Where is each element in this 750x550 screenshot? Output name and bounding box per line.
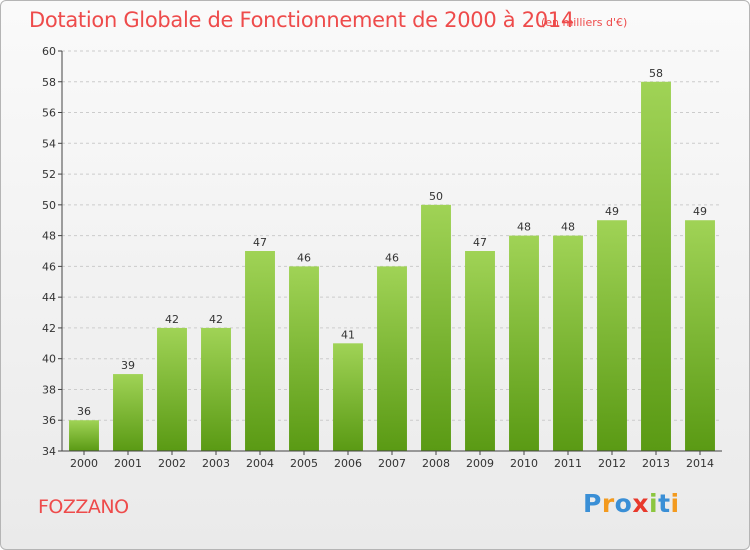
logo-letter: P — [583, 489, 602, 518]
bar-2008 — [421, 204, 451, 451]
y-tick-label: 34 — [42, 445, 56, 458]
y-tick-label: 60 — [42, 45, 56, 58]
data-label-2012: 49 — [605, 205, 619, 218]
y-tick-label: 44 — [42, 291, 56, 304]
data-label-2004: 47 — [253, 236, 267, 249]
axes: 34 36 38 40 42 44 46 48 50 52 54 56 58 60 2000 2001 2002… — [42, 45, 722, 470]
bar-2010 — [509, 235, 539, 451]
bar-2012 — [597, 220, 627, 451]
x-tick-label-2002: 2002 — [158, 457, 186, 470]
data-label-2005: 46 — [297, 251, 311, 264]
logo-letter: t — [658, 489, 671, 518]
logo-letter: i — [649, 489, 659, 518]
data-label-2014: 49 — [693, 205, 707, 218]
chart-unit-note: (en milliers d'€) — [541, 16, 628, 29]
bar-2005 — [289, 266, 319, 451]
x-tick-label-2010: 2010 — [510, 457, 538, 470]
x-tick-label-2013: 2013 — [642, 457, 670, 470]
bar-2003 — [201, 327, 231, 451]
bar-2001 — [113, 374, 143, 451]
bar-2007 — [377, 266, 407, 451]
bar-2014 — [685, 220, 715, 451]
data-label-2000: 36 — [77, 405, 91, 418]
y-tick-label: 58 — [42, 76, 56, 89]
bar-2004 — [245, 251, 275, 451]
bar-2002 — [157, 327, 187, 451]
logo-letter: x — [632, 489, 649, 518]
x-tick-label-2005: 2005 — [290, 457, 318, 470]
y-tick-label: 46 — [42, 260, 56, 273]
bar-2009 — [465, 251, 495, 451]
y-tick-label: 38 — [42, 383, 56, 396]
data-label-2001: 39 — [121, 359, 135, 372]
x-tick-label-2000: 2000 — [70, 457, 98, 470]
y-tick-label: 52 — [42, 168, 56, 181]
x-tick-label-2007: 2007 — [378, 457, 406, 470]
bar-2006 — [333, 343, 363, 451]
y-tick-label: 56 — [42, 107, 56, 120]
bar-2000 — [69, 420, 99, 451]
x-tick-label-2014: 2014 — [686, 457, 714, 470]
x-tick-label-2009: 2009 — [466, 457, 494, 470]
y-tick-label: 48 — [42, 230, 56, 243]
data-labels: 36 39 42 42 47 46 41 46 50 47 48 48 49 58 49 — [77, 67, 707, 418]
bars — [69, 81, 715, 452]
x-tick-label-2008: 2008 — [422, 457, 450, 470]
x-tick-label-2006: 2006 — [334, 457, 362, 470]
x-tick-label-2004: 2004 — [246, 457, 274, 470]
data-label-2007: 46 — [385, 251, 399, 264]
y-tick-label: 42 — [42, 322, 56, 335]
data-label-2002: 42 — [165, 313, 179, 326]
logo-letter: o — [614, 489, 633, 518]
data-label-2006: 41 — [341, 328, 355, 341]
y-tick-label: 40 — [42, 353, 56, 366]
logo-letter: i — [670, 489, 680, 518]
x-tick-label-2003: 2003 — [202, 457, 230, 470]
chart-title: Dotation Globale de Fonctionnement de 20… — [29, 8, 574, 32]
data-label-2008: 50 — [429, 190, 443, 203]
data-label-2003: 42 — [209, 313, 223, 326]
x-tick-label-2012: 2012 — [598, 457, 626, 470]
data-label-2010: 48 — [517, 221, 531, 234]
y-tick-label: 50 — [42, 199, 56, 212]
y-tick-label: 36 — [42, 414, 56, 427]
bar-2011 — [553, 235, 583, 451]
logo-letter: r — [601, 489, 615, 518]
bar-2013 — [641, 81, 671, 452]
proxiti-logo[interactable]: Proxiti — [583, 489, 680, 518]
commune-name: FOZZANO — [38, 496, 129, 518]
data-label-2009: 47 — [473, 236, 487, 249]
y-tick-label: 54 — [42, 137, 56, 150]
data-label-2013: 58 — [649, 67, 663, 80]
x-tick-label-2011: 2011 — [554, 457, 582, 470]
data-label-2011: 48 — [561, 221, 575, 234]
x-tick-label-2001: 2001 — [114, 457, 142, 470]
